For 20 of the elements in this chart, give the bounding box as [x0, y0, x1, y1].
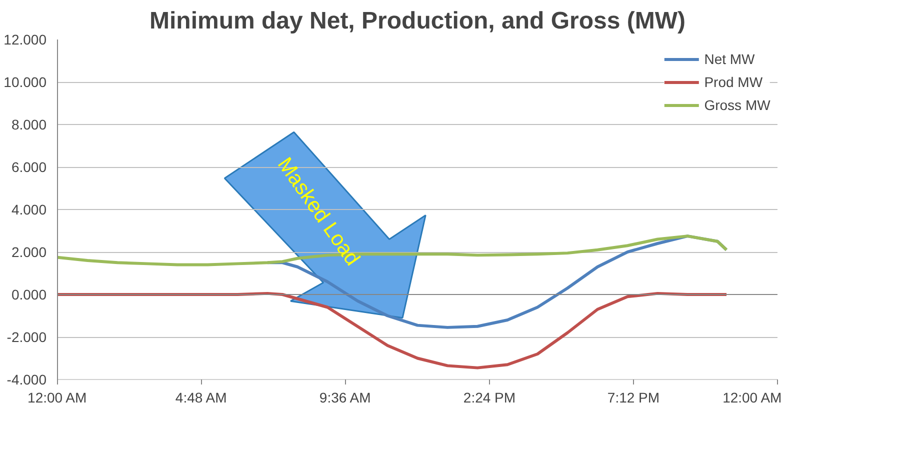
legend-label: Prod MW: [704, 74, 763, 90]
y-tick-label: 0.000: [11, 286, 47, 302]
y-tick-label: 12.000: [4, 32, 47, 48]
legend-label: Net MW: [704, 51, 755, 67]
chart-title: Minimum day Net, Production, and Gross (MW): [149, 8, 686, 34]
y-tick-label: 8.000: [11, 116, 47, 132]
legend-label: Gross MW: [704, 97, 770, 113]
y-tick-label: 6.000: [11, 159, 47, 175]
x-tick-label: 2:24 PM: [463, 390, 516, 406]
y-tick-label: 2.000: [11, 244, 47, 260]
line-series: [58, 292, 728, 370]
y-tick-label: 10.000: [4, 74, 47, 90]
x-tick-label: 12:00 AM: [722, 390, 782, 406]
x-tick-label: 7:12 PM: [607, 390, 660, 406]
y-tick-label: 4.000: [11, 202, 47, 218]
x-tick-label: 12:00 AM: [28, 390, 87, 406]
x-tick-label: 4:48 AM: [175, 390, 227, 406]
y-tick-label: -4.000: [6, 372, 47, 388]
x-tick-label: 9:36 AM: [319, 390, 371, 406]
y-tick-label: -2.000: [6, 329, 47, 345]
